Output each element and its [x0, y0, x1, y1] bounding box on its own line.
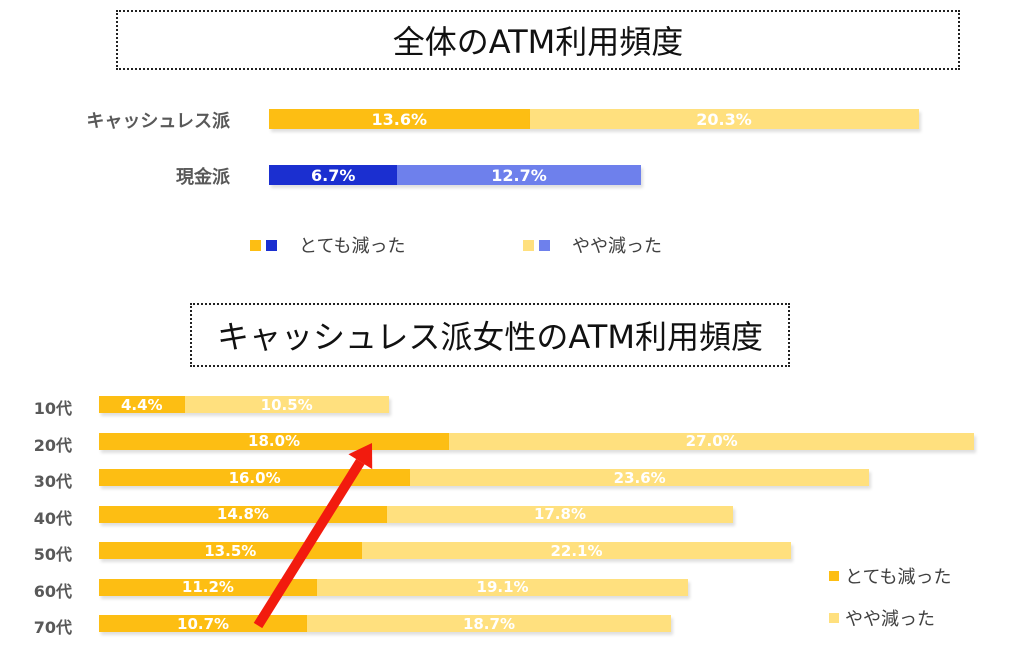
- legend-label: やや減った: [845, 609, 935, 630]
- trend-arrow-line: [253, 459, 365, 629]
- legend-swatch: [829, 571, 839, 581]
- trend-arrow-head: [348, 443, 373, 470]
- category-label: 現金派: [176, 167, 230, 188]
- legend-label: やや減った: [572, 236, 662, 257]
- age-label: 70代: [33, 618, 72, 637]
- bar-segment-very-decreased: 18.0%: [99, 432, 450, 450]
- legend-label: とても減った: [845, 567, 952, 588]
- bar-segment-very-decreased: 4.4%: [99, 396, 185, 413]
- bar-segment-very-decreased: 14.8%: [99, 505, 387, 523]
- category-label: キャッシュレス派: [86, 111, 230, 132]
- bar-segment-slightly-decreased: 20.3%: [529, 109, 919, 129]
- bar-segment-slightly-decreased: 18.7%: [307, 615, 671, 632]
- bar-segment-very-decreased: 11.2%: [99, 578, 317, 596]
- bar-segment-slightly-decreased: 23.6%: [410, 469, 870, 486]
- bar-segment-very-decreased: 6.7%: [269, 165, 398, 185]
- bar-segment-very-decreased: 13.5%: [99, 542, 362, 559]
- bar-segment-slightly-decreased: 22.1%: [361, 542, 792, 559]
- legend-swatch: [523, 239, 534, 251]
- bar-segment-slightly-decreased: 10.5%: [184, 396, 389, 413]
- chart-title-overall: 全体のATM利用頻度: [116, 10, 960, 70]
- bar-segment-slightly-decreased: 12.7%: [397, 165, 641, 185]
- legend-swatch: [539, 239, 550, 251]
- legend-swatch: [829, 613, 839, 623]
- age-label: 10代: [33, 399, 72, 418]
- legend-label: とても減った: [299, 236, 406, 257]
- legend-item: やや減った: [523, 232, 662, 258]
- bar-segment-slightly-decreased: 17.8%: [386, 505, 734, 523]
- legend-item: とても減った: [829, 563, 952, 589]
- bar-segment-very-decreased: 16.0%: [99, 469, 411, 486]
- bar-segment-slightly-decreased: 19.1%: [316, 578, 689, 596]
- legend-swatch: [266, 239, 277, 251]
- bar-segment-slightly-decreased: 27.0%: [449, 432, 975, 450]
- legend-item: やや減った: [829, 605, 935, 631]
- legend-item: とても減った: [250, 232, 406, 258]
- age-label: 30代: [33, 472, 72, 491]
- age-label: 60代: [33, 581, 72, 601]
- age-label: 40代: [33, 508, 72, 528]
- age-label: 20代: [33, 435, 72, 455]
- legend-swatch: [250, 239, 261, 251]
- bar-segment-very-decreased: 10.7%: [99, 615, 308, 632]
- chart-title-cashless-women: キャッシュレス派女性のATM利用頻度: [190, 303, 790, 367]
- bar-segment-very-decreased: 13.6%: [269, 109, 530, 129]
- age-label: 50代: [33, 545, 72, 564]
